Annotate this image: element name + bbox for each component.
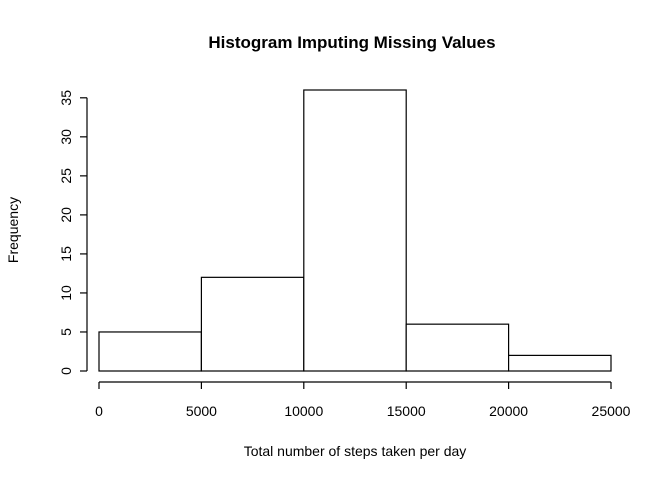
y-tick-label: 20 (58, 207, 74, 223)
bars-group (98, 89, 612, 372)
x-tick-label: 10000 (284, 403, 323, 419)
histogram-bar (508, 354, 612, 372)
y-tick-label: 15 (58, 246, 74, 262)
y-tick-label: 30 (58, 129, 74, 145)
histogram-bar (405, 323, 510, 372)
chart-title: Histogram Imputing Missing Values (208, 33, 495, 52)
y-tick-label: 5 (58, 328, 74, 336)
y-tick-label: 25 (58, 168, 74, 184)
x-axis-label: Total number of steps taken per day (244, 443, 467, 459)
x-tick-label: 25000 (592, 403, 631, 419)
x-tick-label: 20000 (489, 403, 528, 419)
x-tick-label: 15000 (387, 403, 426, 419)
y-axis: 0 5 10 15 20 25 30 35 (58, 90, 88, 375)
y-tick-label: 35 (58, 90, 74, 106)
histogram-bar (303, 89, 407, 372)
y-axis-label: Frequency (5, 197, 21, 263)
histogram-bar (98, 331, 203, 372)
y-tick-label: 10 (58, 285, 74, 301)
y-tick-label: 0 (58, 367, 74, 375)
x-tick-label: 5000 (186, 403, 217, 419)
x-tick-label: 0 (95, 403, 103, 419)
histogram-bar (200, 276, 305, 372)
x-axis: 0 5000 10000 15000 20000 25000 (95, 381, 631, 419)
